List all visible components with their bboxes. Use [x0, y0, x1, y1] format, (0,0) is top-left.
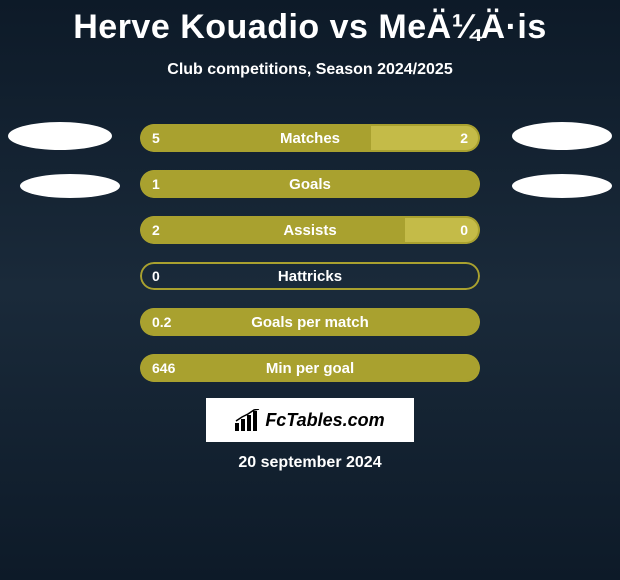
left-team-graphic: [8, 122, 120, 198]
bar-label: Goals: [140, 170, 480, 198]
date-label: 20 september 2024: [0, 454, 620, 472]
stat-bar: 20Assists: [140, 216, 480, 244]
bar-label: Min per goal: [140, 354, 480, 382]
team-ellipse: [512, 122, 612, 150]
stat-bar: 52Matches: [140, 124, 480, 152]
bar-label: Assists: [140, 216, 480, 244]
comparison-bars: 52Matches 1Goals 20Assists 0Hattricks 0.2Goa…: [140, 124, 480, 382]
right-team-graphic: [512, 122, 612, 198]
bar-label: Hattricks: [140, 262, 480, 290]
team-ellipse: [20, 174, 120, 198]
bar-label: Matches: [140, 124, 480, 152]
chart-icon: [235, 409, 261, 431]
stat-bar: 646Min per goal: [140, 354, 480, 382]
stat-bar: 1Goals: [140, 170, 480, 198]
bar-label: Goals per match: [140, 308, 480, 336]
logo-box: FcTables.com: [206, 398, 414, 442]
stat-bar: 0.2Goals per match: [140, 308, 480, 336]
team-ellipse: [512, 174, 612, 198]
logo-text: FcTables.com: [265, 410, 384, 431]
page-title: Herve Kouadio vs MeÄ¼Ä·is: [0, 0, 620, 47]
stat-bar: 0Hattricks: [140, 262, 480, 290]
subtitle: Club competitions, Season 2024/2025: [0, 61, 620, 79]
team-ellipse: [8, 122, 112, 150]
